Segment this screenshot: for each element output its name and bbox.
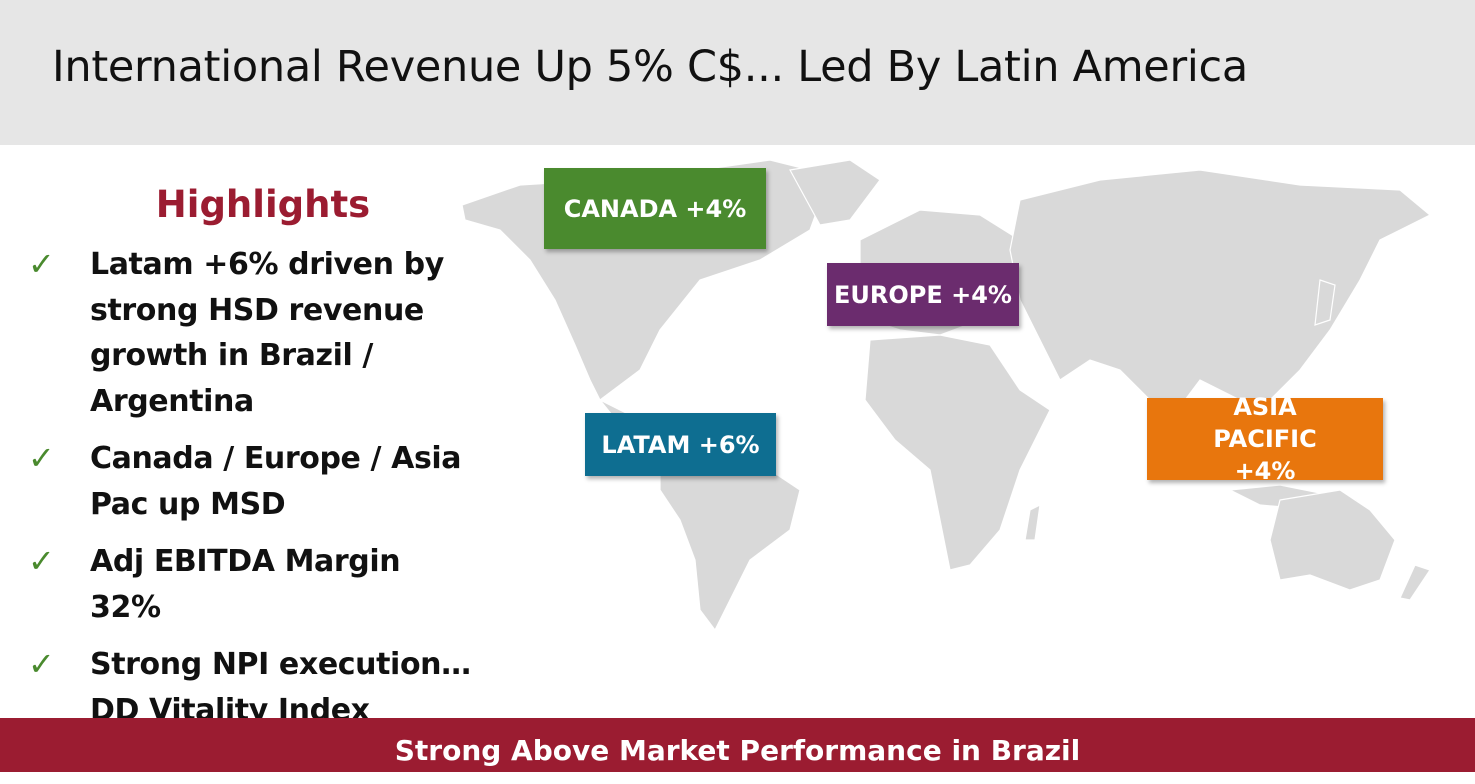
africa: [864, 334, 1051, 571]
check-icon: ✓: [28, 245, 55, 283]
page-title: International Revenue Up 5% C$... Led By…: [52, 42, 1248, 92]
australia: [1269, 489, 1396, 591]
bullet-text: Latam +6% driven by strong HSD revenue g…: [90, 247, 444, 419]
latam-label: LATAM +6%: [585, 413, 776, 476]
bullet-text: Canada / Europe / Asia Pac up MSD: [90, 441, 462, 522]
japan: [1314, 279, 1336, 326]
south-america: [659, 449, 801, 632]
europe-label: EUROPE +4%: [827, 263, 1019, 326]
list-item: ✓ Adj EBITDA Margin 32%: [28, 539, 478, 630]
check-icon: ✓: [28, 439, 55, 477]
footer-banner: Strong Above Market Performance in Brazi…: [0, 718, 1475, 772]
madagascar: [1024, 503, 1041, 541]
greenland: [789, 159, 881, 226]
bullet-text: Strong NPI execution… DD Vitality Index: [90, 647, 471, 728]
list-item: ✓ Latam +6% driven by strong HSD revenue …: [28, 242, 478, 424]
header: International Revenue Up 5% C$... Led By…: [0, 0, 1475, 145]
europe-value: EUROPE +4%: [834, 280, 1012, 309]
list-item: ✓ Canada / Europe / Asia Pac up MSD: [28, 436, 478, 527]
footer-text: Strong Above Market Performance in Brazi…: [394, 734, 1081, 767]
asia: [1009, 169, 1432, 421]
latam-value: LATAM +6%: [601, 430, 760, 459]
check-icon: ✓: [28, 645, 55, 683]
new-zealand: [1399, 564, 1431, 601]
check-icon: ✓: [28, 542, 55, 580]
bullet-text: Adj EBITDA Margin 32%: [90, 544, 401, 625]
highlights-list: ✓ Latam +6% driven by strong HSD revenue …: [28, 242, 478, 745]
asia-pacific-label: ASIA PACIFIC +4%: [1147, 393, 1383, 485]
canada-value: CANADA +4%: [563, 194, 747, 223]
asia-pacific-value: ASIA PACIFIC +4%: [1213, 393, 1317, 485]
canada-label: CANADA +4%: [544, 168, 766, 249]
highlights-heading: Highlights: [155, 183, 371, 226]
